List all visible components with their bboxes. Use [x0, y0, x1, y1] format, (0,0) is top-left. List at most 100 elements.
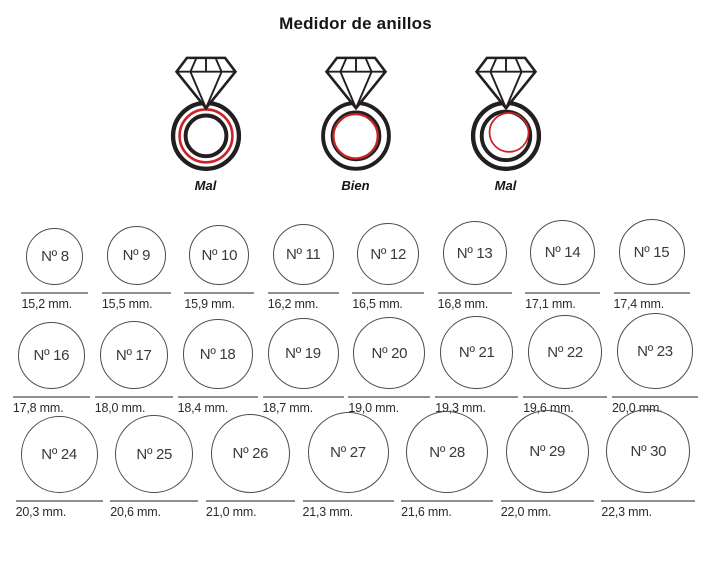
ring-size-circle: Nº 16 [17, 322, 85, 389]
ring-size-cell: Nº 23 20,0 mm. [612, 313, 698, 415]
ring-size-number: Nº 28 [429, 443, 465, 461]
ring-size-cell: Nº 28 21,6 mm. [401, 411, 494, 519]
size-underline [262, 396, 344, 398]
ring-size-cell: Nº 29 22,0 mm. [500, 410, 594, 519]
ring-size-circle: Nº 21 [440, 316, 514, 389]
size-meta: 17,8 mm. [12, 396, 90, 415]
ring-size-circle: Nº 28 [406, 411, 489, 493]
ring-size-number: Nº 22 [547, 343, 583, 361]
ring-size-circle: Nº 19 [267, 318, 339, 389]
diamond-ring-finger-inside-band-icon [170, 56, 241, 171]
ring-size-circle: Nº 15 [618, 219, 685, 285]
size-meta: 22,3 mm. [601, 500, 696, 519]
ring-diameter-label: 21,3 mm. [302, 505, 354, 519]
ring-size-cell: Nº 12 16,5 mm. [352, 223, 425, 311]
size-underline [94, 396, 173, 398]
fit-label: Mal [494, 178, 517, 193]
ring-size-circle: Nº 26 [210, 414, 290, 493]
ring-size-number: Nº 11 [285, 246, 321, 263]
ring-size-cell: Nº 19 18,7 mm. [262, 318, 344, 415]
fit-example-bad-loose: Mal [454, 44, 558, 193]
ring-size-circle: Nº 18 [182, 319, 253, 389]
ring-size-circle: Nº 30 [606, 409, 691, 493]
size-underline [267, 292, 339, 294]
ring-size-number: Nº 17 [115, 346, 152, 364]
size-meta: 18,0 mm. [94, 396, 173, 415]
ring-size-cell: Nº 17 18,0 mm. [94, 321, 173, 415]
size-underline [500, 500, 594, 502]
size-meta: 15,2 mm. [21, 292, 89, 311]
size-underline [21, 292, 89, 294]
size-meta: 16,5 mm. [352, 292, 425, 311]
ring-diameter-label: 22,3 mm. [601, 505, 652, 519]
size-underline [435, 396, 519, 398]
size-meta: 16,8 mm. [437, 292, 512, 311]
ring-diameter-label: 16,2 mm. [267, 297, 319, 311]
ring-size-circle: Nº 17 [99, 321, 168, 389]
ring-size-cell: Nº 24 20,3 mm. [15, 416, 103, 519]
ring-size-circle: Nº 8 [26, 228, 84, 285]
size-meta: 18,4 mm. [177, 396, 258, 415]
size-chart: Nº 8 15,2 mm. Nº 9 15,5 mm. Nº 10 15,9 m… [0, 207, 711, 519]
ring-size-number: Nº 15 [633, 243, 670, 261]
ring-diameter-label: 18,0 mm. [94, 401, 146, 415]
ring-diameter-label: 18,4 mm. [177, 401, 229, 415]
ring-size-number: Nº 19 [285, 345, 321, 362]
ring-size-circle: Nº 12 [357, 223, 420, 285]
size-underline [352, 292, 425, 294]
fit-label: Mal [194, 178, 217, 193]
fit-example-bad-tight: Mal [154, 44, 258, 193]
ring-size-cell: Nº 27 21,3 mm. [302, 412, 394, 519]
ring-size-circle: Nº 23 [617, 313, 693, 389]
ring-size-number: Nº 20 [371, 344, 408, 362]
size-row: Nº 16 17,8 mm. Nº 17 18,0 mm. Nº 18 18,4… [0, 311, 711, 415]
ring-diameter-label: 21,6 mm. [401, 505, 452, 519]
diamond-ring-finger-too-small-icon [470, 56, 541, 171]
ring-size-number: Nº 25 [136, 445, 173, 463]
ring-size-cell: Nº 21 19,3 mm. [435, 316, 519, 415]
size-meta: 16,2 mm. [267, 292, 339, 311]
ring-size-circle: Nº 10 [189, 225, 250, 285]
ring-size-cell: Nº 10 15,9 mm. [184, 225, 255, 311]
size-underline [15, 500, 103, 502]
ring-diameter-label: 16,8 mm. [437, 297, 489, 311]
size-meta: 15,5 mm. [101, 292, 171, 311]
size-underline [401, 500, 494, 502]
size-meta: 21,0 mm. [205, 500, 295, 519]
ring-size-number: Nº 10 [201, 246, 238, 264]
size-meta: 20,3 mm. [15, 500, 103, 519]
ring-size-cell: Nº 13 16,8 mm. [437, 221, 512, 311]
ring-size-circle: Nº 11 [272, 224, 334, 285]
ring-size-number: Nº 8 [41, 248, 69, 265]
ring-size-circle: Nº 13 [442, 221, 507, 285]
size-row: Nº 8 15,2 mm. Nº 9 15,5 mm. Nº 10 15,9 m… [0, 207, 711, 311]
size-underline [110, 500, 199, 502]
ring-diameter-label: 17,1 mm. [525, 297, 576, 311]
ring-size-circle: Nº 27 [307, 412, 389, 493]
page-title: Medidor de anillos [279, 14, 432, 33]
ring-size-circle: Nº 22 [528, 315, 603, 389]
ring-size-number: Nº 29 [529, 443, 566, 460]
size-meta: 21,6 mm. [401, 500, 494, 519]
size-underline [601, 500, 696, 502]
ring-diameter-label: 22,0 mm. [500, 505, 552, 519]
ring-size-number: Nº 9 [122, 247, 151, 264]
size-underline [523, 396, 608, 398]
size-meta: 15,9 mm. [184, 292, 255, 311]
diamond-ring-finger-perfect-fit-icon [320, 56, 391, 171]
ring-size-number: Nº 23 [637, 342, 673, 360]
ring-size-cell: Nº 9 15,5 mm. [101, 226, 171, 311]
ring-size-circle: Nº 20 [353, 317, 426, 389]
ring-diameter-label: 18,7 mm. [262, 401, 314, 415]
ring-size-circle: Nº 24 [20, 416, 98, 493]
ring-diameter-label: 17,4 mm. [613, 297, 665, 311]
ring-diameter-label: 20,3 mm. [15, 505, 67, 519]
size-underline [613, 292, 690, 294]
ring-diameter-label: 15,9 mm. [184, 297, 235, 311]
ring-size-cell: Nº 8 15,2 mm. [21, 228, 89, 311]
ring-diameter-label: 15,2 mm. [21, 297, 72, 311]
ring-size-cell: Nº 26 21,0 mm. [205, 414, 295, 519]
ring-size-number: Nº 12 [370, 245, 407, 263]
ring-size-number: Nº 21 [458, 344, 495, 361]
